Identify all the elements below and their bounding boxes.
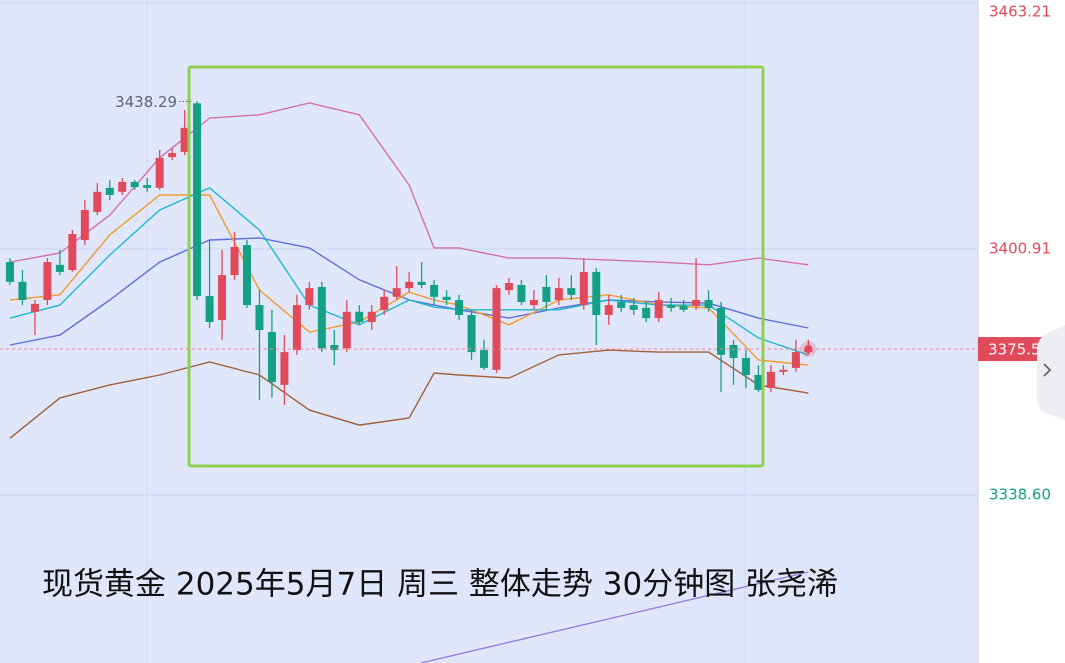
candle-body	[292, 305, 301, 351]
y-tick-label: 3400.91	[989, 240, 1051, 258]
candle-body	[355, 311, 364, 323]
candle-body	[80, 209, 89, 240]
collapse-arrow[interactable]	[1043, 363, 1052, 377]
collapse-tab[interactable]	[1037, 325, 1065, 420]
candle-body	[55, 264, 64, 272]
candle-body	[766, 371, 775, 389]
candle-body	[280, 352, 289, 385]
candle-body	[392, 288, 401, 297]
candle-body	[5, 262, 14, 282]
candle-body	[692, 299, 701, 306]
annotation-box	[187, 65, 765, 468]
indicator-line	[9, 349, 809, 439]
candle-body	[417, 281, 426, 285]
candle-body	[18, 281, 27, 300]
candle-body	[779, 369, 788, 372]
candle-body	[218, 275, 227, 321]
candles	[5, 101, 813, 405]
y-tick-label: 3338.60	[989, 486, 1051, 504]
candle-body	[579, 271, 588, 306]
candle-body	[617, 301, 626, 308]
candle-body	[267, 331, 276, 383]
candle-body	[68, 234, 77, 270]
candle-body	[380, 296, 389, 310]
candle-body	[93, 191, 102, 212]
indicator-line	[421, 571, 809, 663]
candle-body	[629, 305, 638, 310]
candle-body	[43, 262, 52, 300]
candle-body	[492, 288, 501, 370]
candle-body	[155, 157, 164, 188]
candle-body	[168, 153, 177, 158]
candle-body	[405, 281, 414, 289]
candle-body	[143, 185, 152, 188]
candle-body	[442, 296, 451, 300]
candle-body	[592, 271, 601, 315]
candle-body	[679, 305, 688, 310]
candle-body	[480, 350, 489, 368]
candle-body	[455, 299, 464, 315]
last-price-label: 3375.57	[988, 341, 1050, 359]
candle-body	[105, 187, 114, 195]
candle-body	[255, 305, 264, 330]
candle-body	[542, 286, 551, 302]
candle-body	[342, 311, 351, 349]
candle-body	[517, 284, 526, 302]
indicator-line	[9, 102, 809, 266]
candle-body	[529, 299, 538, 306]
candle-body	[317, 286, 326, 349]
candle-body	[717, 307, 726, 355]
candle-body	[754, 374, 763, 390]
candle-body	[667, 305, 676, 308]
candle-body	[305, 288, 314, 306]
candle-body	[704, 299, 713, 308]
price-axis-background	[978, 0, 1065, 663]
candle-body	[554, 288, 563, 300]
candle-body	[741, 358, 750, 375]
candle-body	[430, 284, 439, 297]
candle-body	[504, 282, 513, 291]
candle-body	[242, 245, 251, 306]
last-price-dot	[804, 345, 813, 354]
candle-body	[180, 127, 189, 152]
indicator-lines	[9, 102, 809, 663]
chart-title: 现货黄金 2025年5月7日 周三 整体走势 30分钟图 张尧浠	[42, 567, 838, 603]
candle-body	[367, 311, 376, 323]
candle-body	[654, 299, 663, 319]
candle-body	[205, 296, 214, 323]
candle-body	[791, 352, 800, 368]
plot-background	[0, 0, 978, 663]
candle-body	[642, 307, 651, 319]
indicator-line	[9, 237, 809, 346]
candle-body	[567, 288, 576, 295]
candle-body	[230, 247, 239, 276]
candle-body	[604, 305, 613, 315]
candle-body	[118, 181, 127, 192]
grid	[0, 2, 978, 496]
candle-body	[193, 103, 202, 297]
candle-body	[30, 303, 39, 312]
candle-body	[330, 344, 339, 351]
candle-body	[130, 181, 139, 188]
indicator-line	[9, 186, 809, 356]
candle-body	[729, 344, 738, 359]
y-tick-label: 3463.21	[989, 3, 1051, 21]
candle-body	[467, 314, 476, 353]
max-label: 3438.29	[115, 93, 177, 111]
